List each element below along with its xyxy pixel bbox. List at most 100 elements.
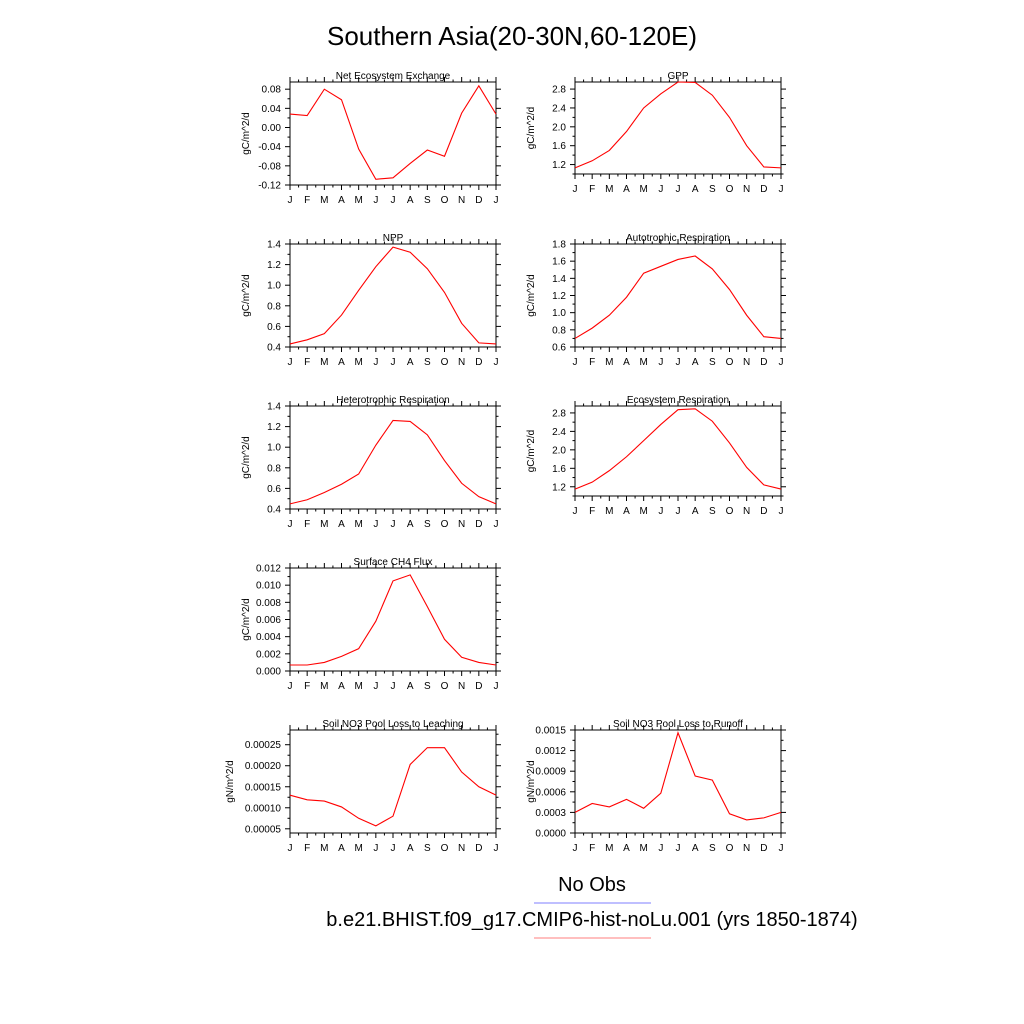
x-tick-label: S [424,195,431,206]
y-tick-label: 1.6 [552,257,566,268]
x-tick-label: J [288,843,293,854]
x-tick-label: N [743,843,750,854]
x-tick-label: O [441,357,449,368]
x-tick-label: N [458,357,465,368]
y-tick-label: 2.4 [552,103,566,114]
x-tick-label: J [288,195,293,206]
x-tick-label: M [605,184,613,195]
plot-frame [289,567,497,672]
plot-frame [574,81,782,175]
y-axis-label: gC/m^2/d [526,430,537,473]
x-tick-label: D [760,843,767,854]
plot-frame [574,729,782,834]
x-tick-label: M [605,843,613,854]
x-tick-label: N [743,357,750,368]
x-tick-label: A [692,184,699,195]
y-tick-label: 1.0 [267,443,281,454]
y-tick-label: 0.0009 [535,767,566,778]
x-tick-label: S [709,506,716,517]
x-tick-label: M [354,681,362,692]
x-tick-label: A [338,519,345,530]
y-tick-label: 0.4 [267,505,281,516]
y-tick-label: 1.2 [267,422,281,433]
x-tick-label: O [726,184,734,195]
series-line [289,84,497,180]
x-tick-label: D [760,184,767,195]
x-tick-label: O [441,195,449,206]
y-axis-label: gC/m^2/d [526,274,537,317]
x-tick-label: N [458,681,465,692]
series-line [574,81,782,169]
x-tick-label: A [338,357,345,368]
x-tick-label: A [692,357,699,368]
legend-label-model: b.e21.BHIST.f09_g17.CMIP6-hist-noLu.001 … [326,909,857,931]
y-tick-label: 2.0 [552,122,566,133]
y-tick-label: 0.0015 [535,726,566,737]
y-tick-label: 0.4 [267,343,281,354]
x-tick-label: M [320,357,328,368]
y-tick-label: 0.04 [262,104,282,115]
x-tick-label: M [354,357,362,368]
x-tick-label: J [494,357,499,368]
x-tick-label: A [692,843,699,854]
x-tick-label: J [373,519,378,530]
x-tick-label: O [441,519,449,530]
y-tick-label: 1.4 [552,274,566,285]
x-tick-label: O [441,681,449,692]
x-tick-label: F [589,357,595,368]
x-tick-label: F [304,357,310,368]
x-tick-label: J [373,357,378,368]
y-tick-label: 0.00005 [245,824,282,835]
x-tick-label: M [354,195,362,206]
x-tick-label: A [338,843,345,854]
x-tick-label: F [589,506,595,517]
x-tick-label: D [760,506,767,517]
y-tick-label: -0.04 [258,142,281,153]
x-tick-label: J [779,843,784,854]
x-tick-label: S [709,843,716,854]
series-line [574,731,782,821]
y-axis-label: gC/m^2/d [241,598,252,641]
x-tick-label: J [391,195,396,206]
x-tick-label: D [760,357,767,368]
x-tick-label: J [658,506,663,517]
y-tick-label: 2.0 [552,445,566,456]
legend-label-obs: No Obs [558,874,626,896]
x-tick-label: M [354,519,362,530]
x-tick-label: M [320,519,328,530]
y-tick-label: 0.008 [256,598,281,609]
y-tick-label: 1.2 [552,160,566,171]
x-tick-label: M [320,681,328,692]
x-tick-label: F [304,843,310,854]
x-tick-label: J [288,681,293,692]
y-tick-label: 0.0003 [535,808,566,819]
y-tick-label: 0.8 [552,325,566,336]
y-tick-label: 0.006 [256,615,281,626]
x-tick-label: A [407,843,414,854]
y-tick-label: 1.6 [552,464,566,475]
y-tick-label: 0.010 [256,581,281,592]
x-tick-label: F [589,184,595,195]
y-tick-label: 1.6 [552,141,566,152]
y-tick-label: 0.00020 [245,761,282,772]
x-tick-label: M [320,843,328,854]
x-tick-label: M [639,357,647,368]
x-tick-label: S [709,357,716,368]
x-tick-label: O [726,843,734,854]
x-tick-label: F [304,519,310,530]
x-tick-label: J [391,357,396,368]
x-tick-label: J [373,843,378,854]
y-tick-label: 0.6 [552,343,566,354]
x-tick-label: M [354,843,362,854]
x-tick-label: D [475,843,482,854]
x-tick-label: J [288,519,293,530]
x-tick-label: J [676,506,681,517]
x-tick-label: J [658,357,663,368]
y-tick-label: 0.000 [256,667,281,678]
chart-title: Soil NO3 Pool Loss to Runoff [613,719,743,730]
x-tick-label: J [779,357,784,368]
x-tick-label: S [424,357,431,368]
series-line [289,419,497,505]
